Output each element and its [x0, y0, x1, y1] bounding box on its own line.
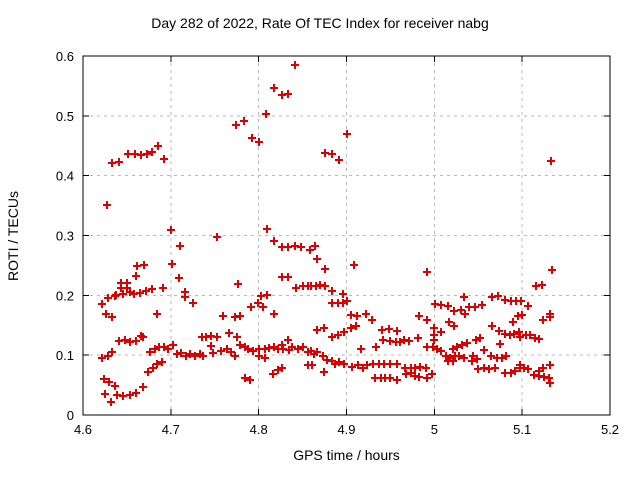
- x-tick-label: 4.7: [162, 422, 180, 437]
- y-tick-label: 0.4: [56, 169, 74, 184]
- y-tick-label: 0.5: [56, 109, 74, 124]
- x-tick-label: 5.1: [513, 422, 531, 437]
- x-tick-label: 5: [431, 422, 438, 437]
- y-tick-label: 0.2: [56, 288, 74, 303]
- tick-marks: [82, 55, 611, 416]
- x-tick-label: 5.2: [601, 422, 619, 437]
- x-tick-label: 4.8: [250, 422, 268, 437]
- x-tick-label: 4.6: [74, 422, 92, 437]
- x-axis-label: GPS time / hours: [293, 447, 400, 463]
- x-tick-label: 4.9: [337, 422, 355, 437]
- scatter-points: [98, 61, 556, 406]
- y-tick-label: 0: [67, 408, 74, 423]
- y-tick-label: 0.1: [56, 348, 74, 363]
- y-tick-label: 0.6: [56, 49, 74, 64]
- grid-lines: [83, 56, 610, 415]
- chart-title: Day 282 of 2022, Rate Of TEC Index for r…: [151, 15, 489, 31]
- y-tick-label: 0.3: [56, 229, 74, 244]
